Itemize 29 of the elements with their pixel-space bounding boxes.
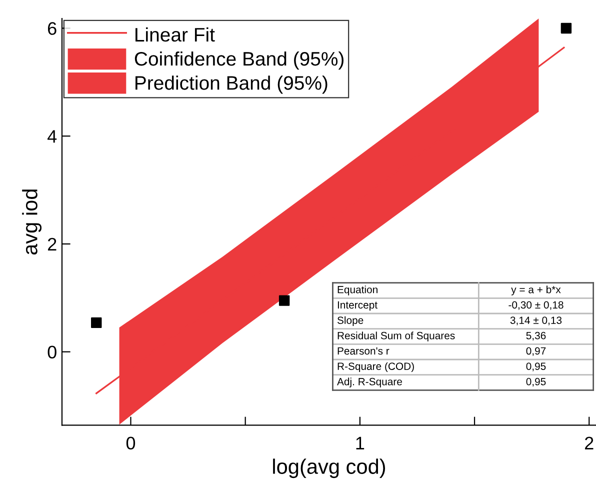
annotation: Slope [337, 316, 364, 326]
annotation: y = a + b*x [511, 286, 561, 296]
annotation: 3,14 ± 0,13 [510, 316, 562, 326]
annotation: -0,30 ± 0,18 [508, 301, 564, 310]
annotation: Pearson's r [338, 347, 390, 355]
annotation: Equation [338, 286, 378, 296]
annotation: 0,95 [526, 378, 546, 387]
x-tick-label: 0 [126, 436, 136, 450]
annotation: 0,97 [526, 347, 546, 356]
x-tick-label: 1 [356, 436, 364, 450]
y-tick-label: 2 [48, 238, 56, 250]
point [278, 295, 290, 306]
legend-label: Prediction Band (95%) [136, 76, 328, 94]
annotation: Adj. R-Square [337, 378, 402, 388]
y-tick-label: 6 [48, 22, 56, 35]
annotation: Residual Sum of Squares [338, 332, 455, 342]
legend-label: Linear Fit [136, 27, 215, 42]
y-axis-title: avg iod [22, 190, 42, 255]
annotation: 0,95 [526, 362, 546, 372]
annotation: Intercept [338, 301, 378, 311]
point [560, 22, 572, 34]
y-tick-label: 4 [47, 130, 57, 143]
point [91, 317, 102, 328]
x-tick-label: 2 [585, 436, 594, 450]
annotation: R-Square (COD) [338, 362, 414, 372]
annotation: 5,36 [526, 332, 546, 341]
x-axis-title: log(avg cod) [273, 458, 386, 478]
legend-label: Coinfidence Band (95%) [134, 51, 344, 70]
y-tick-label: 0 [48, 346, 56, 359]
